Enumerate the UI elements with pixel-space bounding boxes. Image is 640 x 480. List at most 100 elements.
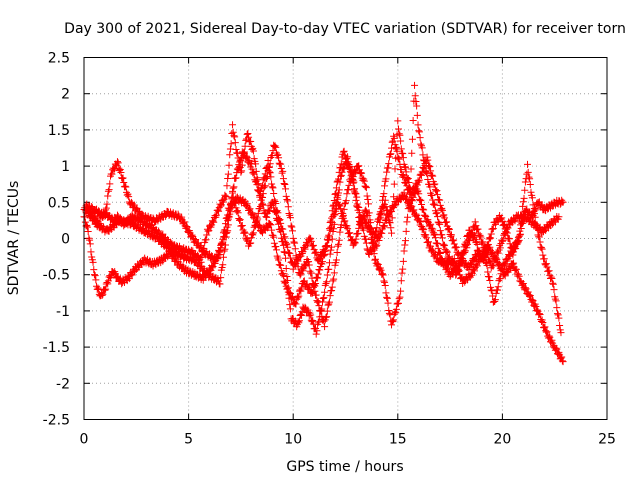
data-point (499, 236, 507, 244)
data-point (411, 81, 419, 89)
data-point (354, 203, 362, 211)
data-point (447, 231, 455, 239)
data-point (98, 291, 106, 299)
data-point (380, 223, 388, 231)
data-point (251, 221, 259, 229)
data-point (275, 256, 283, 264)
data-point (535, 310, 543, 318)
data-point (529, 201, 537, 209)
data-point (223, 182, 231, 190)
data-point (382, 289, 390, 297)
data-point (537, 244, 545, 252)
data-point (369, 239, 377, 247)
data-point (381, 222, 389, 230)
data-point (402, 178, 410, 186)
data-point (309, 241, 317, 249)
data-point (315, 302, 323, 310)
data-point (463, 244, 471, 252)
data-point (99, 290, 107, 298)
data-point (242, 152, 250, 160)
data-point (330, 275, 338, 283)
data-point (487, 230, 495, 238)
data-point (501, 272, 509, 280)
data-point (298, 284, 306, 292)
data-point (436, 220, 444, 228)
data-point (248, 230, 256, 238)
data-point (242, 236, 250, 244)
data-point (431, 234, 439, 242)
data-point (390, 134, 398, 142)
data-point (365, 209, 373, 217)
data-point (540, 255, 548, 263)
data-point (526, 292, 534, 300)
data-point (254, 215, 262, 223)
data-point (343, 190, 351, 198)
data-point (217, 202, 225, 210)
data-point (272, 243, 280, 251)
data-point (326, 226, 334, 234)
data-point (526, 175, 534, 183)
data-point (360, 177, 368, 185)
data-point (352, 167, 360, 175)
data-point (436, 201, 444, 209)
data-point (325, 225, 333, 233)
data-point (436, 249, 444, 257)
data-point (324, 233, 332, 241)
data-point (231, 198, 239, 206)
data-point (334, 195, 342, 203)
data-point (330, 269, 338, 277)
data-point (408, 135, 416, 143)
data-point (299, 267, 307, 275)
data-point (457, 254, 465, 262)
data-point (538, 245, 546, 253)
data-point (373, 241, 381, 249)
data-point (219, 261, 227, 269)
data-point (244, 129, 252, 137)
data-point (412, 210, 420, 218)
data-point (276, 261, 284, 269)
data-point (333, 178, 341, 186)
data-point (549, 280, 557, 288)
data-point (420, 164, 428, 172)
data-point (424, 162, 432, 170)
data-point (549, 279, 557, 287)
data-point (295, 292, 303, 300)
data-point (506, 240, 514, 248)
data-point (552, 297, 560, 305)
data-point (329, 277, 337, 285)
data-point (417, 196, 425, 204)
data-point (319, 294, 327, 302)
y-tick-label: 1.5 (48, 123, 70, 139)
data-point (316, 266, 324, 274)
data-point (241, 229, 249, 237)
data-point (541, 323, 549, 331)
data-point (321, 323, 329, 331)
data-point (346, 176, 354, 184)
data-point (368, 234, 376, 242)
data-point (422, 158, 430, 166)
data-point (332, 256, 340, 264)
data-point (432, 187, 440, 195)
data-point (292, 300, 300, 308)
data-point (494, 286, 502, 294)
data-point (283, 285, 291, 293)
data-point (395, 155, 403, 163)
data-point (248, 146, 256, 154)
data-point (215, 207, 223, 215)
data-point (267, 221, 275, 229)
data-point (415, 195, 423, 203)
data-point (85, 234, 93, 242)
data-point (344, 225, 352, 233)
data-point (330, 201, 338, 209)
data-point (235, 214, 243, 222)
data-point (342, 154, 350, 162)
data-point (474, 225, 482, 233)
data-point (515, 272, 523, 280)
data-point (552, 344, 560, 352)
data-point (330, 196, 338, 204)
data-point (90, 271, 98, 279)
data-point (494, 248, 502, 256)
data-point (265, 220, 273, 228)
data-point (336, 228, 344, 236)
data-point (224, 227, 232, 235)
